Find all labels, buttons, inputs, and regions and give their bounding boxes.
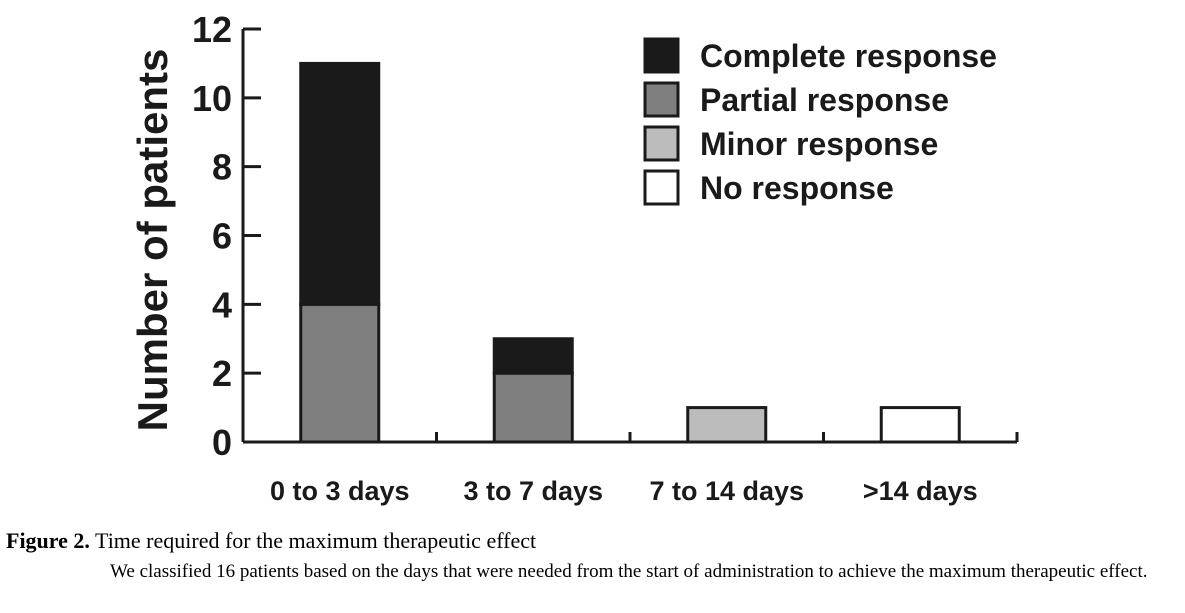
y-tick-label: 6 bbox=[212, 216, 232, 257]
x-tick-label: >14 days bbox=[863, 476, 978, 506]
stacked-bar-chart: 0 2 4 6 8 10 12 0 to 3 days 3 to 7 days 7 to 14 d… bbox=[129, 9, 1019, 506]
legend-swatch bbox=[643, 81, 680, 118]
legend-label: Minor response bbox=[700, 126, 938, 162]
caption-label: Figure 2. bbox=[6, 528, 90, 553]
caption-body: We classified 16 patients based on the d… bbox=[110, 561, 1148, 582]
legend-swatch bbox=[643, 125, 680, 162]
figure-caption: Figure 2. Time required for the maximum … bbox=[6, 528, 1171, 585]
y-tick-label: 0 bbox=[212, 422, 232, 463]
legend-label: No response bbox=[700, 170, 894, 206]
y-tick-label: 8 bbox=[212, 147, 232, 188]
bar-segment bbox=[492, 337, 574, 375]
legend-swatch bbox=[643, 37, 680, 74]
bar-segment bbox=[492, 371, 574, 444]
axes-layer: 0 2 4 6 8 10 12 0 to 3 days 3 to 7 days 7 to 14 d… bbox=[129, 9, 1019, 506]
x-tick-label: 7 to 14 days bbox=[649, 476, 804, 506]
y-tick-label: 4 bbox=[212, 284, 232, 325]
legend: Complete response Partial response Minor r… bbox=[643, 37, 997, 206]
legend-label: Partial response bbox=[700, 82, 949, 118]
y-tick-label: 2 bbox=[212, 353, 232, 394]
legend-label: Complete response bbox=[700, 38, 997, 74]
y-axis-title: Number of patients bbox=[129, 49, 176, 432]
y-tick-label: 10 bbox=[192, 78, 232, 119]
legend-swatch bbox=[643, 169, 680, 206]
bar-segment bbox=[686, 406, 768, 444]
y-tick-label: 12 bbox=[192, 9, 232, 50]
caption-title: Time required for the maximum therapeuti… bbox=[95, 528, 537, 553]
x-tick-label: 0 to 3 days bbox=[270, 476, 410, 506]
bar-segment bbox=[299, 61, 381, 306]
bar-segment bbox=[299, 302, 381, 444]
bar-segment bbox=[879, 406, 961, 444]
bars-layer bbox=[299, 61, 961, 444]
x-tick-label: 3 to 7 days bbox=[463, 476, 603, 506]
